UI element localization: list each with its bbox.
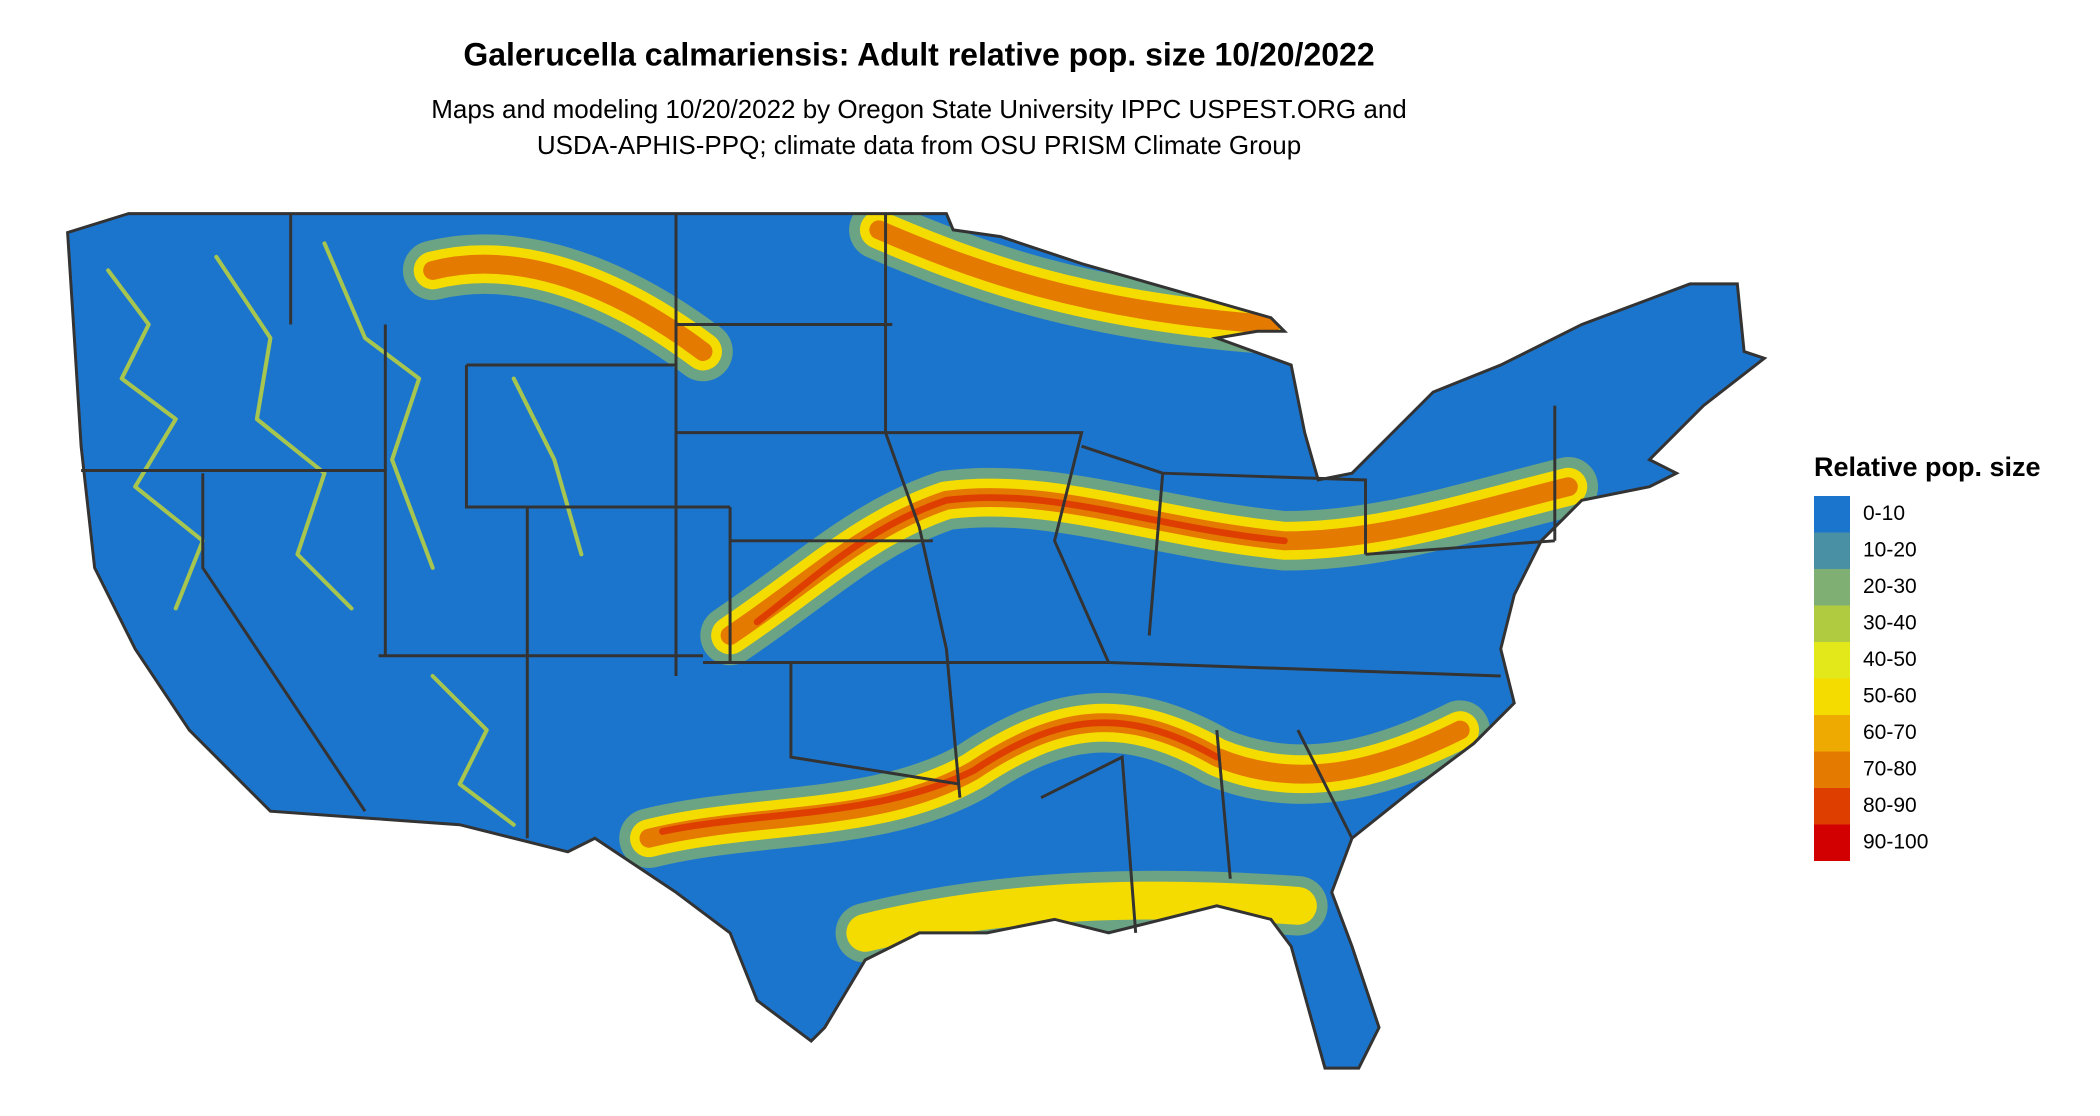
legend-label: 40-50 <box>1863 648 1917 671</box>
legend-label: 70-80 <box>1863 757 1917 780</box>
legend-label: 0-10 <box>1863 502 1905 525</box>
legend-label: 60-70 <box>1863 721 1917 744</box>
subtitle: Maps and modeling 10/20/2022 by Oregon S… <box>431 94 1407 124</box>
us-map <box>66 212 1766 1070</box>
legend-swatch <box>1814 496 1850 533</box>
legend-swatch <box>1814 824 1850 861</box>
legend-swatch <box>1814 642 1850 679</box>
legend: 0-10 10-20 20-30 30-40 40-50 50-60 60-70 70-80 8… <box>1814 496 1928 861</box>
legend-label: 80-90 <box>1863 794 1917 817</box>
state-borders <box>66 212 1766 1070</box>
legend-title: Relative pop. size <box>1814 452 2041 482</box>
legend-swatch <box>1814 715 1850 752</box>
map-title: Galerucella calmariensis: Adult relative… <box>463 36 1374 72</box>
legend-swatch <box>1814 569 1850 606</box>
legend-swatch <box>1814 751 1850 788</box>
map-bands <box>106 213 1599 963</box>
legend-label: 90-100 <box>1863 830 1928 853</box>
legend-label: 30-40 <box>1863 611 1917 634</box>
map-base <box>67 213 1765 1069</box>
legend-label: 20-30 <box>1863 575 1917 598</box>
legend-label: 50-60 <box>1863 684 1917 707</box>
legend-swatch <box>1814 788 1850 825</box>
subtitle: USDA-APHIS-PPQ; climate data from OSU PR… <box>537 130 1301 160</box>
legend-swatch <box>1814 605 1850 642</box>
legend-swatch <box>1814 678 1850 715</box>
legend-swatch <box>1814 532 1850 569</box>
legend-label: 10-20 <box>1863 538 1917 561</box>
